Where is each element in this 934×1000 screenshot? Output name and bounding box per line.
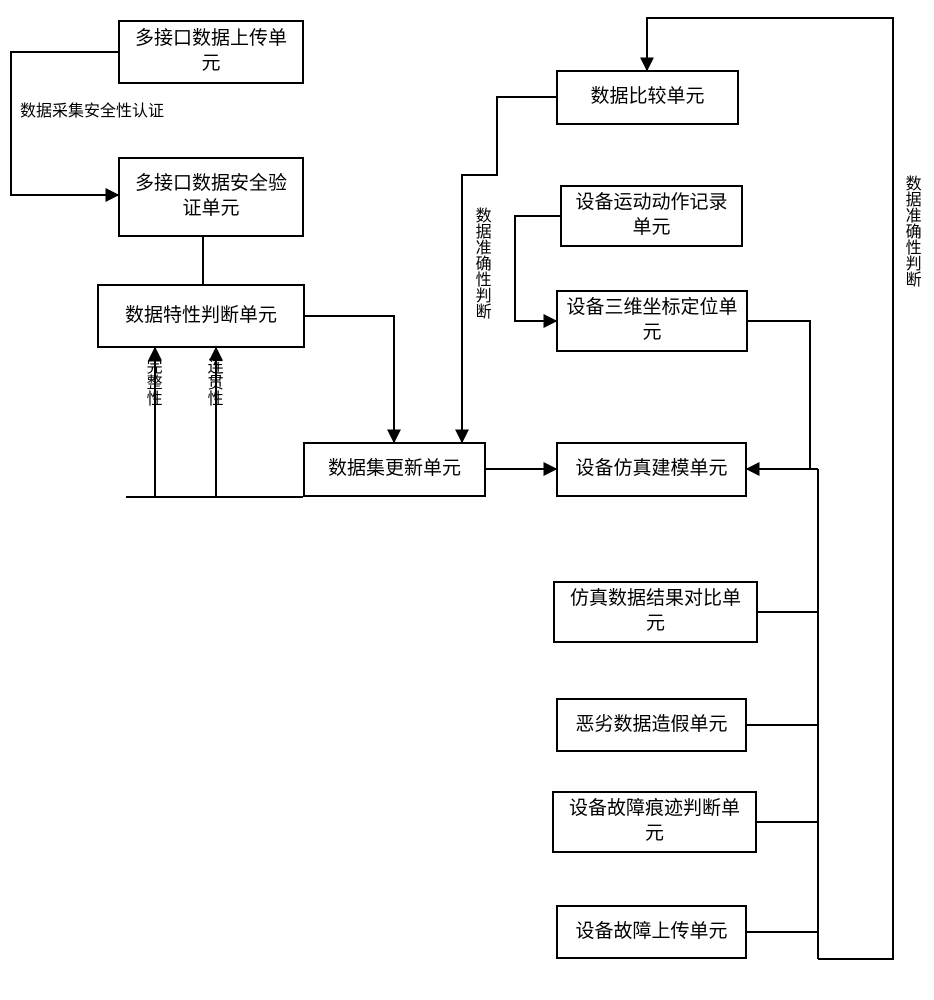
node-label: 设备三维坐标定位单元 (566, 296, 738, 345)
label-text: 连贯性 (205, 358, 222, 406)
node-label: 数据比较单元 (590, 85, 704, 110)
edge-e-coord-model-right (747, 321, 810, 469)
node-label: 恶劣数据造假单元 (575, 713, 727, 738)
label-text: 数据采集安全性认证 (20, 103, 164, 120)
node-data-characteristic: 数据特性判断单元 (97, 284, 305, 348)
edge-e-motion-coord (515, 216, 560, 321)
node-dataset-update: 数据集更新单元 (303, 442, 486, 497)
node-label: 数据特性判断单元 (125, 304, 277, 329)
label-text: 数据准确性判断 (473, 207, 490, 319)
node-label: 仿真数据结果对比单元 (563, 587, 748, 636)
node-label: 设备运动动作记录单元 (570, 191, 733, 240)
node-device-3d-coord: 设备三维坐标定位单元 (556, 290, 748, 352)
node-device-fault-upload: 设备故障上传单元 (556, 905, 747, 959)
node-device-motion-record: 设备运动动作记录单元 (560, 185, 743, 247)
label-accuracy-judgement-2: 数据准确性判断 (902, 175, 920, 287)
node-label: 多接口数据安全验证单元 (128, 172, 294, 221)
edge-e-char-to-update (305, 316, 394, 442)
label-text: 完整性 (144, 358, 161, 406)
label-text: 数据准确性判断 (903, 175, 920, 287)
node-bad-data-fake: 恶劣数据造假单元 (556, 698, 747, 752)
label-completeness: 完整性 (143, 358, 161, 406)
node-label: 数据集更新单元 (328, 457, 461, 482)
node-label: 多接口数据上传单元 (128, 27, 294, 76)
node-device-sim-model: 设备仿真建模单元 (556, 442, 747, 497)
node-label: 设备故障痕迹判断单元 (562, 797, 747, 846)
node-device-fault-trace: 设备故障痕迹判断单元 (552, 791, 757, 853)
label-security-auth: 数据采集安全性认证 (20, 103, 164, 121)
node-data-compare: 数据比较单元 (556, 70, 739, 125)
flowchart-canvas: 多接口数据上传单元 多接口数据安全验证单元 数据特性判断单元 数据集更新单元 数… (0, 0, 934, 1000)
node-label: 设备仿真建模单元 (575, 457, 727, 482)
node-multi-interface-upload: 多接口数据上传单元 (118, 20, 304, 84)
node-sim-result-compare: 仿真数据结果对比单元 (553, 581, 758, 643)
label-continuity: 连贯性 (204, 358, 222, 406)
edges-layer (0, 0, 934, 1000)
label-accuracy-judgement-1: 数据准确性判断 (472, 207, 490, 319)
node-label: 设备故障上传单元 (575, 920, 727, 945)
node-multi-interface-verify: 多接口数据安全验证单元 (118, 157, 304, 237)
edge-e-upload-verify (11, 52, 118, 195)
